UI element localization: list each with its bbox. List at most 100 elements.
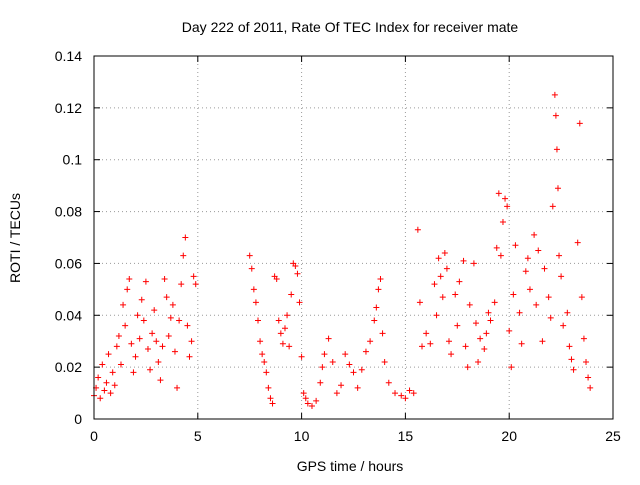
data-point: [466, 301, 473, 308]
data-point: [117, 361, 124, 368]
data-point: [304, 400, 311, 407]
data-point: [161, 275, 168, 282]
data-point: [439, 294, 446, 301]
data-point: [296, 299, 303, 306]
data-point: [587, 384, 594, 391]
data-point: [302, 395, 309, 402]
data-point: [263, 369, 270, 376]
data-point: [261, 358, 268, 365]
data-point: [502, 195, 509, 202]
data-point: [456, 278, 463, 285]
data-point: [250, 286, 257, 293]
data-point: [493, 244, 500, 251]
data-point: [580, 335, 587, 342]
data-point: [367, 338, 374, 345]
data-point: [437, 273, 444, 280]
data-point: [124, 286, 131, 293]
data-point: [103, 379, 110, 386]
data-point: [180, 252, 187, 259]
data-point: [155, 358, 162, 365]
y-tick-label: 0.14: [55, 48, 82, 64]
data-point: [533, 301, 540, 308]
data-point: [188, 338, 195, 345]
data-point: [385, 379, 392, 386]
data-point: [313, 397, 320, 404]
data-point: [275, 317, 282, 324]
data-point: [551, 91, 558, 98]
data-point: [321, 351, 328, 358]
data-point: [460, 257, 467, 264]
data-point: [464, 364, 471, 371]
data-point: [350, 369, 357, 376]
data-point: [329, 358, 336, 365]
data-point: [406, 387, 413, 394]
data-point: [165, 333, 172, 340]
data-point: [176, 317, 183, 324]
data-point: [167, 314, 174, 321]
data-point: [402, 395, 409, 402]
data-point: [186, 353, 193, 360]
data-point: [246, 252, 253, 259]
data-point: [516, 309, 523, 316]
data-point: [441, 250, 448, 257]
data-point: [472, 320, 479, 327]
data-point: [325, 335, 332, 342]
data-point: [190, 273, 197, 280]
data-point: [319, 364, 326, 371]
x-tick-label: 20: [501, 428, 517, 444]
data-point: [163, 294, 170, 301]
data-point: [506, 327, 513, 334]
data-point: [126, 275, 133, 282]
data-point: [570, 366, 577, 373]
data-point: [120, 301, 127, 308]
data-point: [358, 366, 365, 373]
data-point: [445, 338, 452, 345]
data-point: [522, 268, 529, 275]
data-point: [510, 291, 517, 298]
data-point: [338, 382, 345, 389]
data-point: [462, 343, 469, 350]
data-point: [101, 387, 108, 394]
data-point: [346, 361, 353, 368]
data-point: [333, 390, 340, 397]
data-point: [362, 348, 369, 355]
data-point: [257, 338, 264, 345]
data-point: [377, 275, 384, 282]
data-point: [491, 299, 498, 306]
x-tick-label: 0: [90, 428, 98, 444]
grid-lines: [94, 56, 613, 419]
data-point: [416, 299, 423, 306]
data-point: [122, 322, 129, 329]
data-point: [105, 351, 112, 358]
axis-ticks: 0 5 10 15 20 25 0 0.02 0.04 0.06 0.08 0.1 0.12 0.14: [55, 48, 621, 444]
data-point: [585, 374, 592, 381]
x-tick-label: 25: [605, 428, 621, 444]
data-point: [423, 330, 430, 337]
data-point: [284, 312, 291, 319]
data-point: [539, 338, 546, 345]
data-point: [184, 322, 191, 329]
data-point: [130, 369, 137, 376]
data-point: [132, 353, 139, 360]
data-point: [248, 265, 255, 272]
data-point: [375, 286, 382, 293]
data-point: [259, 351, 266, 358]
y-tick-label: 0.12: [55, 100, 82, 116]
data-point: [435, 255, 442, 262]
data-point: [142, 278, 149, 285]
data-point: [115, 333, 122, 340]
data-point: [526, 286, 533, 293]
data-point: [151, 307, 158, 314]
x-tick-label: 15: [398, 428, 414, 444]
data-point: [531, 231, 538, 238]
data-point: [556, 252, 563, 259]
data-point: [171, 348, 178, 355]
data-point: [317, 379, 324, 386]
data-point: [169, 301, 176, 308]
data-point: [342, 351, 349, 358]
data-point: [292, 263, 299, 270]
data-point: [481, 345, 488, 352]
data-point: [144, 345, 151, 352]
chart-title: Day 222 of 2011, Rate Of TEC Index for r…: [182, 19, 519, 35]
